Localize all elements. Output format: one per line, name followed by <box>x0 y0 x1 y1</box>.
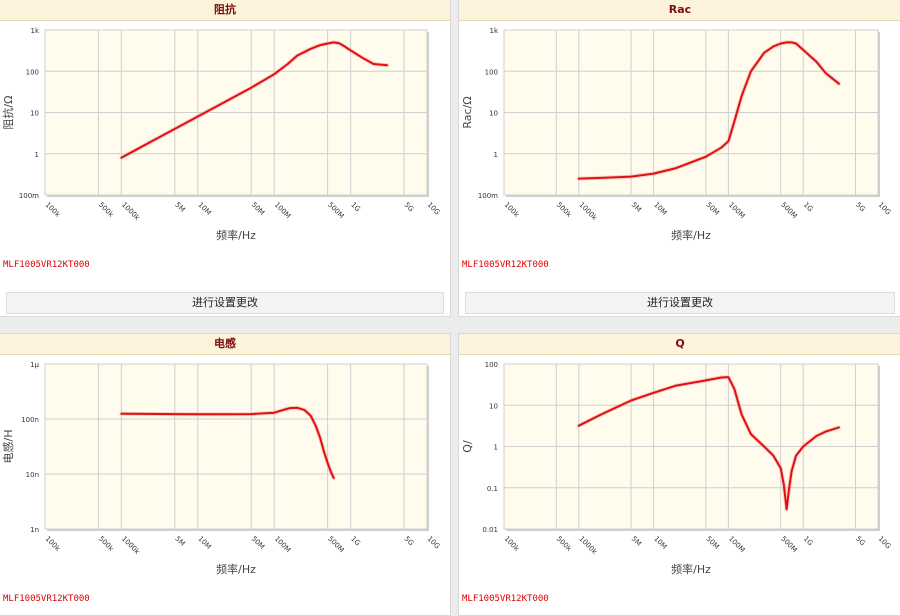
x-tick-label: 50M <box>250 535 266 551</box>
x-tick-label: 10G <box>426 535 442 551</box>
y-tick-label: 1 <box>494 151 498 159</box>
y-tick-label: 10 <box>489 110 498 118</box>
x-axis-label: 频率/Hz <box>216 562 256 576</box>
x-tick-label: 10M <box>196 201 212 217</box>
x-axis-label: 频率/Hz <box>216 228 256 242</box>
part-number: MLF1005VR12KT000 <box>462 594 549 604</box>
y-axis-label: 电感/H <box>2 430 15 464</box>
y-axis-label: Q/ <box>461 440 474 453</box>
y-tick-label: 0.1 <box>487 485 498 493</box>
x-tick-label: 1000k <box>577 535 599 557</box>
impedance-chart: 100k 500k 1000k 5M 10M 50M 100M 500M 1G 5G 10G 100m… <box>1 27 442 242</box>
x-tick-label: 1G <box>802 535 815 548</box>
x-tick-label: 100M <box>727 201 746 220</box>
rac-chart: 100k 500k 1000k 5M 10M 50M 100M 500M 1G 5G 10G 100m… <box>461 27 893 242</box>
x-tick-label: 1G <box>802 201 815 214</box>
x-tick-label: 500k <box>555 535 574 554</box>
x-tick-label: 100k <box>44 535 63 554</box>
series-line <box>577 41 840 180</box>
x-tick-label: 100k <box>44 201 63 220</box>
x-tick-label: 1G <box>349 201 362 214</box>
y-tick-label: 1k <box>30 27 39 35</box>
part-number: MLF1005VR12KT000 <box>3 260 90 270</box>
y-tick-label: 10 <box>489 402 498 410</box>
x-tick-label: 500k <box>97 535 116 554</box>
x-tick-label: 1000k <box>120 201 142 223</box>
x-tick-label: 10M <box>652 201 668 217</box>
x-tick-label: 500k <box>555 201 574 220</box>
x-tick-label: 10G <box>877 535 893 551</box>
x-tick-label: 500M <box>326 201 345 220</box>
y-tick-label: 1 <box>35 151 39 159</box>
inductance-chart: 100k 500k 1000k 5M 10M 50M 100M 500M 1G 5G 10G 1n 10… <box>2 361 442 576</box>
x-tick-label: 5G <box>403 201 416 214</box>
x-tick-label: 100M <box>273 535 292 554</box>
x-tick-label: 5M <box>173 201 186 214</box>
panel-title: 电感 <box>0 334 450 355</box>
x-tick-label: 5G <box>403 535 416 548</box>
y-tick-label: 100n <box>21 416 39 424</box>
x-tick-label: 100k <box>503 535 522 554</box>
x-tick-label: 50M <box>704 535 720 551</box>
x-tick-label: 100k <box>503 201 522 220</box>
panel-title: 阻抗 <box>0 0 450 21</box>
rac-panel: Rac 100k 500k 1000k 5M 10M 50M 100M 500M 1G 5G 10G… <box>458 0 900 317</box>
x-tick-label: 5M <box>173 535 186 548</box>
x-tick-label: 10M <box>196 535 212 551</box>
y-tick-label: 100m <box>19 192 39 200</box>
x-tick-label: 1G <box>349 535 362 548</box>
x-tick-label: 50M <box>704 201 720 217</box>
y-tick-label: 10n <box>26 471 39 479</box>
x-tick-label: 500k <box>97 201 116 220</box>
y-tick-label: 10 <box>30 110 39 118</box>
y-tick-label: 0.01 <box>482 526 498 534</box>
y-tick-label: 100 <box>26 68 39 76</box>
x-tick-label: 100M <box>273 201 292 220</box>
settings-change-button[interactable]: 进行设置更改 <box>6 292 444 314</box>
x-tick-label: 5M <box>630 201 643 214</box>
y-tick-label: 1μ <box>30 361 39 369</box>
series-line <box>577 376 840 511</box>
y-tick-label: 100 <box>485 361 498 369</box>
panel-title: Rac <box>459 0 900 21</box>
series-line <box>120 406 335 479</box>
x-tick-label: 10M <box>652 535 668 551</box>
part-number: MLF1005VR12KT000 <box>462 260 549 270</box>
y-tick-label: 100m <box>478 192 498 200</box>
y-axis-label: Rac/Ω <box>461 96 474 128</box>
settings-change-button[interactable]: 进行设置更改 <box>465 292 895 314</box>
x-tick-label: 10G <box>426 201 442 217</box>
series-line <box>120 41 389 159</box>
x-tick-label: 5G <box>854 201 867 214</box>
plot-area <box>44 363 428 530</box>
x-tick-label: 50M <box>250 201 266 217</box>
inductance-panel: 电感 100k 500k 1000k 5M 10M 50M 100M 500M 1G 5G 10G 1… <box>0 333 451 616</box>
x-tick-label: 500M <box>779 201 798 220</box>
x-tick-label: 1000k <box>577 201 599 223</box>
q-chart: 100k 500k 1000k 5M 10M 50M 100M 500M 1G 5G 10G 0.01… <box>461 361 893 576</box>
x-tick-label: 1000k <box>120 535 142 557</box>
panel-title: Q <box>459 334 900 355</box>
q-panel: Q 100k 500k 1000k 5M 10M 50M 100M 500M 1G 5G 10G 0.… <box>458 333 900 616</box>
y-tick-label: 100 <box>485 68 498 76</box>
x-tick-label: 500M <box>779 535 798 554</box>
x-tick-label: 100M <box>727 535 746 554</box>
y-tick-label: 1 <box>494 444 498 452</box>
x-tick-label: 5G <box>854 535 867 548</box>
part-number: MLF1005VR12KT000 <box>3 594 90 604</box>
x-tick-label: 5M <box>630 535 643 548</box>
x-tick-label: 10G <box>877 201 893 217</box>
y-axis-label: 阻抗/Ω <box>1 95 15 129</box>
y-tick-label: 1n <box>30 526 39 534</box>
impedance-panel: 阻抗 100k 500k 1000k 5M 10M 50M 100M 500M 1G 5G 10G 1… <box>0 0 451 317</box>
x-axis-label: 频率/Hz <box>671 228 711 242</box>
x-tick-label: 500M <box>326 535 345 554</box>
x-axis-label: 频率/Hz <box>671 562 711 576</box>
y-tick-label: 1k <box>489 27 498 35</box>
